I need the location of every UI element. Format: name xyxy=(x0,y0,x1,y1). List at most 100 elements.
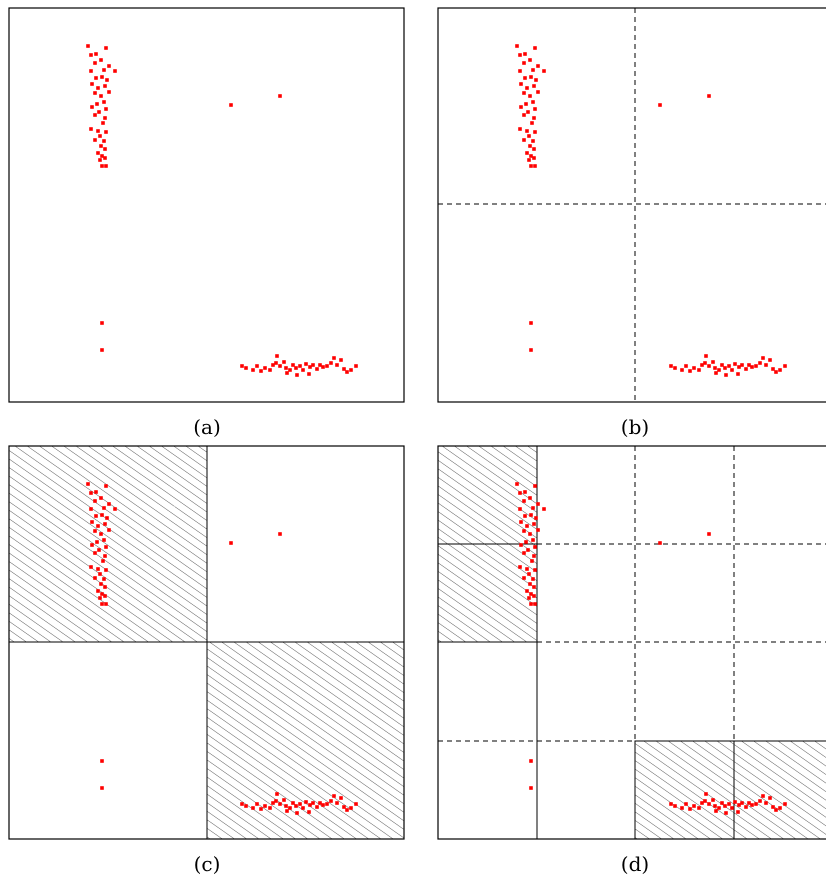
scatter-point xyxy=(332,356,336,360)
scatter-point xyxy=(99,582,103,586)
scatter-point xyxy=(105,78,109,82)
scatter-point xyxy=(102,577,106,581)
scatter-point xyxy=(107,502,111,506)
scatter-point xyxy=(532,594,536,598)
scatter-point xyxy=(727,802,731,806)
scatter-point xyxy=(703,361,707,365)
scatter-point xyxy=(669,802,673,806)
scatter-point xyxy=(527,158,531,162)
scatter-point xyxy=(518,507,522,511)
scatter-point xyxy=(747,801,751,805)
scatter-point xyxy=(291,363,295,367)
scatter-point xyxy=(307,810,311,814)
scatter-point xyxy=(98,134,102,138)
scatter-point xyxy=(768,796,772,800)
scatter-point xyxy=(298,802,302,806)
scatter-point xyxy=(86,482,90,486)
scatter-point xyxy=(530,559,534,563)
panel-b-frame xyxy=(437,7,826,403)
scatter-point xyxy=(736,372,740,376)
scatter-point xyxy=(713,804,717,808)
scatter-point xyxy=(325,364,329,368)
scatter-points-b xyxy=(515,44,787,377)
scatter-point xyxy=(519,520,523,524)
scatter-point xyxy=(288,806,292,810)
scatter-point xyxy=(295,373,299,377)
scatter-point xyxy=(100,602,104,606)
scatter-point xyxy=(730,806,734,810)
scatter-point xyxy=(658,103,662,107)
scatter-point xyxy=(339,358,343,362)
scatter-point xyxy=(723,804,727,808)
scatter-point xyxy=(99,496,103,500)
scatter-point xyxy=(100,513,104,517)
scatter-point xyxy=(692,804,696,808)
scatter-point xyxy=(532,522,536,526)
scatter-point xyxy=(282,798,286,802)
scatter-point xyxy=(720,363,724,367)
scatter-point xyxy=(98,572,102,576)
scatter-point xyxy=(335,363,339,367)
scatter-point xyxy=(251,806,255,810)
scatter-point xyxy=(251,368,255,372)
scatter-point xyxy=(717,368,721,372)
scatter-point xyxy=(315,367,319,371)
scatter-point xyxy=(100,786,104,790)
scatter-point xyxy=(529,786,533,790)
panel-c-frame xyxy=(8,445,405,840)
scatter-point xyxy=(263,804,267,808)
scatter-point xyxy=(531,68,535,72)
panel-a: (a) xyxy=(8,7,405,439)
scatter-point xyxy=(533,107,537,111)
scatter-point xyxy=(783,802,787,806)
scatter-point xyxy=(534,516,538,520)
scatter-point xyxy=(98,158,102,162)
scatter-point xyxy=(536,528,540,532)
scatter-point xyxy=(93,91,97,95)
scatter-point xyxy=(244,366,248,370)
scatter-point xyxy=(240,802,244,806)
scatter-point xyxy=(532,554,536,558)
scatter-point xyxy=(519,105,523,109)
scatter-point xyxy=(100,759,104,763)
scatter-point xyxy=(255,802,259,806)
scatter-point xyxy=(531,100,535,104)
scatter-point xyxy=(515,44,519,48)
scatter-point xyxy=(528,144,532,148)
scatter-point xyxy=(692,366,696,370)
scatter-point xyxy=(707,532,711,536)
scatter-point xyxy=(529,164,533,168)
scatter-point xyxy=(321,803,325,807)
scatter-point xyxy=(104,545,108,549)
scatter-point xyxy=(102,68,106,72)
scatter-point xyxy=(308,803,312,807)
scatter-point xyxy=(104,484,108,488)
scatter-point xyxy=(733,362,737,366)
scatter-point xyxy=(658,541,662,545)
scatter-point xyxy=(724,811,728,815)
scatter-point xyxy=(335,801,339,805)
scatter-point xyxy=(99,144,103,148)
scatter-point xyxy=(673,366,677,370)
scatter-points-d xyxy=(515,482,787,815)
scatter-point xyxy=(711,360,715,364)
scatter-point xyxy=(291,801,295,805)
scatter-point xyxy=(529,592,533,596)
scatter-point xyxy=(345,370,349,374)
scatter-point xyxy=(96,524,100,528)
scatter-point xyxy=(98,596,102,600)
scatter-point xyxy=(733,800,737,804)
scatter-point xyxy=(100,321,104,325)
scatter-point xyxy=(522,113,526,117)
scatter-point xyxy=(284,804,288,808)
scatter-point xyxy=(89,69,93,73)
scatter-point xyxy=(740,801,744,805)
scatter-point xyxy=(105,516,109,520)
scatter-point xyxy=(107,90,111,94)
scatter-point xyxy=(301,368,305,372)
scatter-point xyxy=(93,61,97,65)
scatter-point xyxy=(321,365,325,369)
panel-d-hatched-cell-2 xyxy=(437,543,538,643)
scatter-point xyxy=(104,107,108,111)
